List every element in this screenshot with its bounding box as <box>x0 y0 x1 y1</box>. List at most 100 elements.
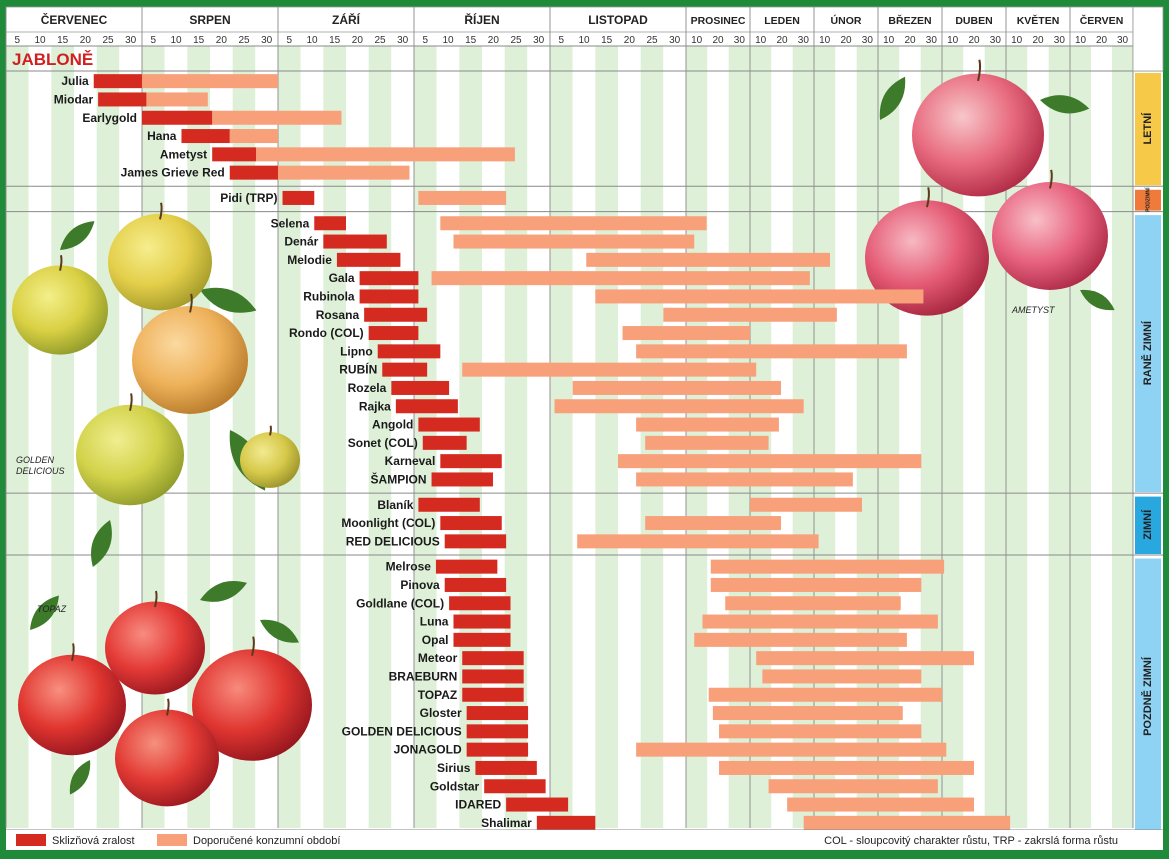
apple-stem <box>251 636 255 657</box>
harvest-bar <box>282 190 315 205</box>
variety-label: Ametyst <box>160 147 207 161</box>
variety-label: Karneval <box>385 454 436 468</box>
tick-label: 20 <box>624 35 636 46</box>
harvest-bar <box>440 454 502 469</box>
harvest-bar <box>98 92 147 107</box>
tick-label: 5 <box>151 35 157 46</box>
apple-leaf <box>1080 289 1115 311</box>
month-label: ČERVENEC <box>41 12 108 27</box>
apple-stem <box>129 393 133 411</box>
consume-bar <box>750 497 862 512</box>
harvest-bar <box>440 516 502 531</box>
month-header: ČERVENEC 5 10 15 20 25 30 SRPEN 5 10 15 20 25 30 ZÁŘÍ 5… <box>5 6 1134 47</box>
consume-bar <box>768 779 938 794</box>
consume-bar <box>636 344 907 359</box>
tick-label: 20 <box>1096 35 1108 46</box>
variety-label: Meteor <box>418 651 458 665</box>
group-label: ZIMNÍ <box>1141 509 1154 540</box>
legend-background <box>6 830 1163 850</box>
tick-label: 10 <box>442 35 454 46</box>
consume-bar <box>431 271 810 286</box>
apple-leaf <box>60 221 95 250</box>
tick-label: 25 <box>238 35 250 46</box>
tick-label: 30 <box>397 35 409 46</box>
apple-body <box>105 601 205 695</box>
consume-bar <box>595 289 924 304</box>
grid-stripe <box>1091 46 1112 828</box>
harvest-bar <box>536 815 596 830</box>
tick-label: 20 <box>712 35 724 46</box>
apple-body <box>865 200 989 316</box>
tick-label: 25 <box>374 35 386 46</box>
variety-label: Blaník <box>377 498 413 512</box>
grid-stripe <box>771 46 793 828</box>
tick-label: 20 <box>968 35 980 46</box>
apple-body <box>108 213 212 311</box>
harvest-bar <box>462 669 524 684</box>
tick-label: 10 <box>1075 35 1087 46</box>
apple-body <box>912 73 1044 197</box>
harvest-bar <box>418 497 480 512</box>
tick-label: 25 <box>510 35 522 46</box>
harvest-bar <box>382 362 428 377</box>
photo-caption: TOPAZ <box>37 604 67 614</box>
apple-stem <box>269 425 272 436</box>
consume-bar <box>787 797 974 812</box>
legend-label-harvest: Sklizňová zralost <box>52 835 135 847</box>
apple-body <box>992 182 1108 290</box>
tick-label: 20 <box>776 35 788 46</box>
group-column: LETNÍ PODZIMNÍ RANĚ ZIMNÍ ZIMNÍ POZDNĚ ZIMNÍ <box>1132 6 1164 836</box>
tick-label: 10 <box>306 35 318 46</box>
group-column-header <box>1132 6 1164 72</box>
variety-label: TOPAZ <box>418 688 458 702</box>
harvest-bar <box>444 534 507 549</box>
apple-fruit <box>992 169 1108 290</box>
photo-caption: AMETYST <box>1011 305 1056 315</box>
consume-bar <box>710 559 945 574</box>
consume-bar <box>229 129 278 144</box>
tick-label: 10 <box>578 35 590 46</box>
month-label: DUBEN <box>955 15 992 27</box>
grid-stripe <box>28 46 52 828</box>
bars <box>93 74 1011 830</box>
grid-stripe <box>527 46 550 828</box>
harvest-bar <box>466 742 529 757</box>
variety-label: Sirius <box>437 761 471 775</box>
harvest-bar <box>314 216 346 231</box>
tick-label: 25 <box>646 35 658 46</box>
variety-label: Gala <box>329 271 355 285</box>
variety-label: Angold <box>372 418 413 432</box>
legend-note: COL - sloupcovitý charakter růstu, TRP -… <box>824 835 1118 847</box>
tick-label: 30 <box>862 35 874 46</box>
group-label: LETNÍ <box>1141 112 1154 145</box>
apple-stem <box>926 187 930 208</box>
photo-topaz: TOPAZ <box>18 581 312 807</box>
apple-body <box>115 709 219 807</box>
variety-label: Goldstar <box>430 779 480 793</box>
variety-label: Denár <box>284 235 318 249</box>
apple-fruit <box>865 187 989 316</box>
apple-leaf <box>200 581 247 602</box>
harvest-bar <box>435 559 498 574</box>
month-label: ÚNOR <box>831 14 862 27</box>
grid-stripe <box>6 46 29 828</box>
group-label: PODZIMNÍ <box>1143 187 1151 212</box>
group-band <box>1135 189 1161 211</box>
consume-bar <box>278 165 410 180</box>
apple-leaf <box>260 619 299 643</box>
tick-label: 10 <box>883 35 895 46</box>
consume-bar <box>618 454 922 469</box>
harvest-bar <box>181 129 230 144</box>
grid-stripe <box>1048 46 1070 828</box>
variety-label: Goldlane (COL) <box>356 596 444 610</box>
harvest-bar <box>422 435 467 450</box>
grid-stripe <box>1112 46 1133 828</box>
grid-stripe <box>618 46 641 828</box>
legend-swatch-consume <box>157 834 187 846</box>
month-label: LEDEN <box>764 15 800 27</box>
variety-label: Hana <box>147 129 177 143</box>
apple-fruit <box>240 425 300 488</box>
group-band <box>1135 215 1161 493</box>
grid-stripe <box>210 46 233 828</box>
harvest-bar <box>377 344 441 359</box>
